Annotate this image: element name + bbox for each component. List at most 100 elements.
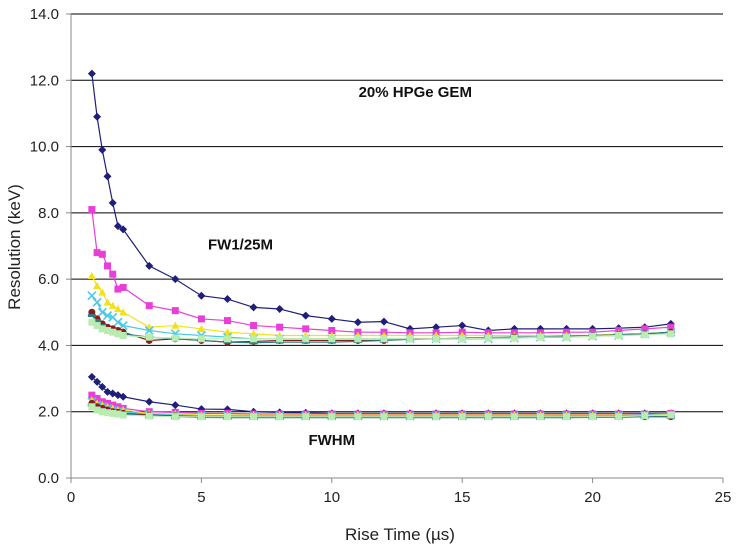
- data-point: [301, 311, 310, 320]
- y-axis-title: Resolution (keV): [5, 184, 24, 310]
- data-point: [119, 411, 127, 419]
- data-point: [615, 413, 623, 421]
- y-tick-label: 10.0: [30, 139, 59, 156]
- data-point: [145, 261, 154, 270]
- data-point: [98, 382, 107, 391]
- data-point: [276, 335, 284, 343]
- data-point: [119, 308, 128, 316]
- data-point: [103, 298, 112, 306]
- annotations: 20% HPGe GEM FW1/25M FWHM: [208, 84, 472, 449]
- data-point: [113, 304, 122, 313]
- data-point: [93, 394, 101, 402]
- data-point: [641, 325, 649, 333]
- series-fwhm: [88, 403, 675, 421]
- data-point: [353, 318, 362, 327]
- data-point: [171, 321, 180, 329]
- data-point: [250, 322, 258, 330]
- data-point: [93, 406, 101, 414]
- data-point: [432, 323, 441, 332]
- data-point: [109, 409, 117, 417]
- data-point: [87, 314, 96, 318]
- tick-labels: 0.0 2.0 4.0 6.0 8.0 10.0 12.0 14.0 0 5 10 15 20 25: [30, 6, 732, 506]
- data-point: [458, 321, 467, 330]
- data-point: [589, 332, 597, 340]
- data-point: [327, 314, 336, 323]
- data-point: [102, 311, 113, 321]
- data-point: [249, 329, 258, 338]
- data-point: [302, 413, 310, 421]
- data-point: [615, 331, 623, 339]
- data-point: [171, 413, 179, 421]
- data-point: [88, 318, 96, 326]
- data-point: [88, 391, 96, 399]
- data-point: [250, 335, 258, 343]
- y-tick-label: 2.0: [38, 404, 59, 421]
- data-point: [109, 328, 117, 336]
- data-point: [249, 341, 258, 345]
- data-point: [104, 327, 112, 335]
- data-point: [510, 334, 518, 342]
- data-point: [197, 315, 205, 323]
- x-tick-label: 20: [584, 489, 601, 506]
- x-tick-label: 10: [323, 489, 340, 506]
- data-point: [87, 291, 97, 301]
- data-point: [484, 334, 492, 342]
- data-point: [484, 413, 492, 421]
- data-point: [223, 295, 232, 304]
- data-point: [145, 333, 153, 341]
- data-point: [98, 325, 106, 333]
- series-fw1-25m: [88, 318, 675, 343]
- data-point: [641, 412, 649, 420]
- data-point: [104, 409, 112, 417]
- data-point: [87, 271, 96, 280]
- data-point: [223, 335, 231, 343]
- data-point: [667, 411, 675, 419]
- y-tick-label: 4.0: [38, 337, 59, 354]
- data-point: [114, 285, 122, 293]
- data-point: [197, 413, 205, 421]
- series-line: [91, 73, 671, 332]
- data-point: [108, 301, 117, 309]
- data-point: [563, 333, 571, 341]
- data-point: [276, 323, 284, 331]
- data-point: [406, 335, 414, 343]
- data-point: [302, 335, 310, 343]
- series-fw1-25m: [87, 69, 675, 335]
- data-point: [171, 334, 179, 342]
- data-point: [536, 333, 544, 341]
- data-point: [88, 403, 96, 411]
- data-point: [144, 325, 154, 336]
- data-point: [114, 330, 122, 338]
- data-point: [171, 401, 180, 410]
- data-point: [667, 330, 675, 338]
- data-point: [87, 69, 96, 78]
- data-point: [458, 335, 466, 343]
- data-point: [275, 304, 284, 313]
- data-point: [93, 322, 101, 330]
- data-point: [93, 319, 102, 323]
- y-tick-label: 14.0: [30, 6, 59, 23]
- data-point: [114, 410, 122, 418]
- annotation-label: FW1/25M: [208, 236, 273, 253]
- y-tick-label: 8.0: [38, 205, 59, 222]
- data-point: [667, 323, 675, 331]
- data-point: [223, 328, 232, 336]
- data-point: [406, 413, 414, 421]
- data-point: [108, 198, 117, 207]
- data-point: [87, 372, 96, 381]
- data-point: [223, 317, 231, 325]
- data-point: [97, 307, 107, 317]
- data-point: [119, 392, 128, 401]
- series-line: [91, 209, 671, 334]
- data-point: [249, 303, 258, 312]
- data-point: [380, 413, 388, 421]
- data-point: [119, 283, 127, 291]
- data-point: [223, 413, 231, 421]
- data-point: [197, 335, 205, 343]
- data-point: [98, 145, 107, 154]
- data-point: [250, 413, 258, 421]
- x-axis-title: Rise Time (µs): [345, 525, 455, 544]
- data-point: [104, 262, 112, 270]
- data-point: [98, 288, 107, 296]
